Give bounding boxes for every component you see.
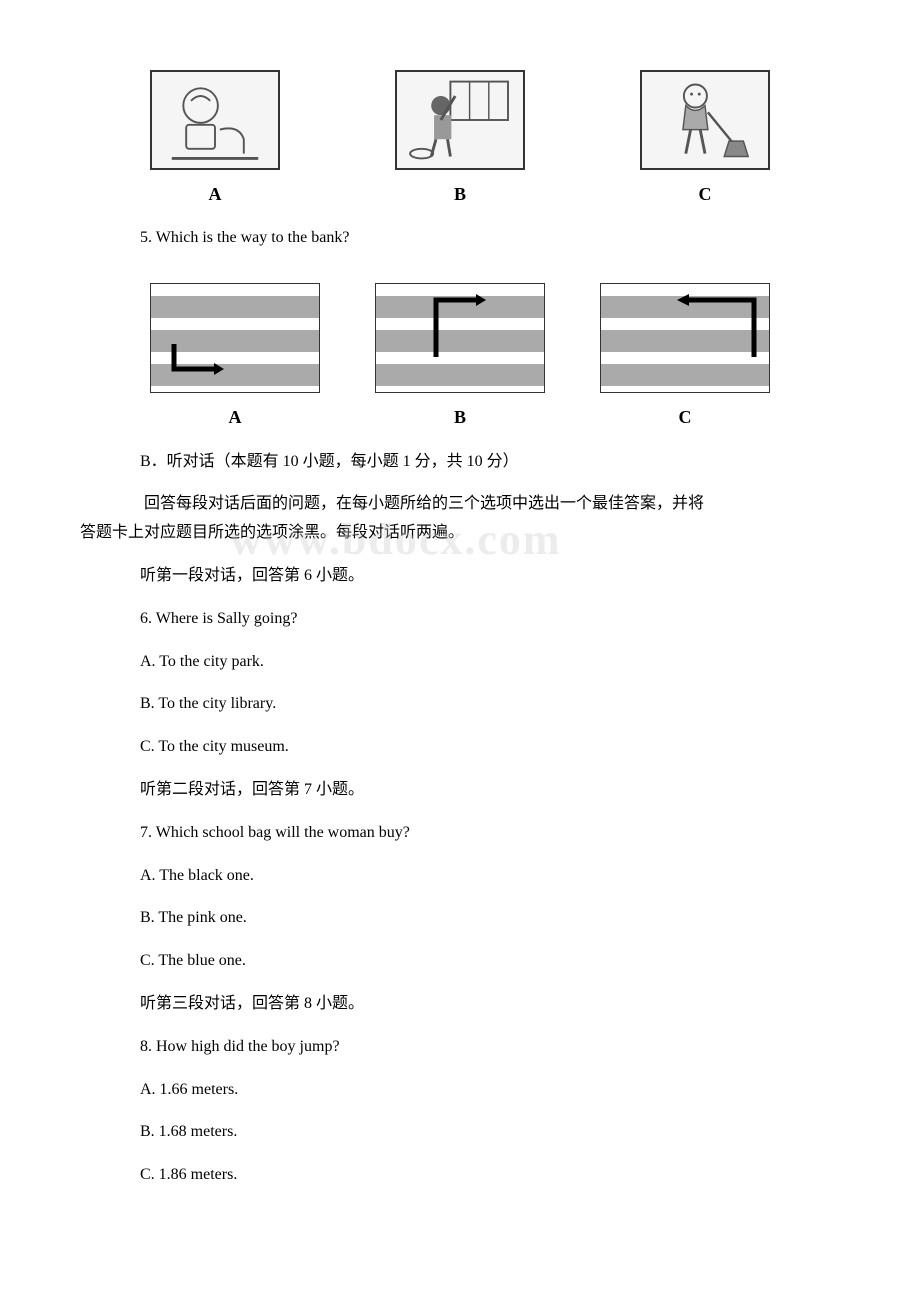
section-b-heading: B．听对话（本题有 10 小题，每小题 1 分，共 10 分） <box>140 448 840 477</box>
mopping-floor-icon <box>642 72 768 168</box>
map-a <box>150 283 320 393</box>
dialog2-intro: 听第二段对话，回答第 7 小题。 <box>140 776 840 805</box>
instruction-line-1: 回答每段对话后面的问题，在每小题所给的三个选项中选出一个最佳答案，并将 <box>80 490 704 519</box>
q7-opt-b: B. The pink one. <box>140 904 840 933</box>
q6-text: 6. Where is Sally going? <box>140 605 840 634</box>
instruction-line-2: 答题卡上对应题目所选的选项涂黑。每段对话听两遍。 <box>80 524 464 541</box>
q5-label-a: A <box>229 401 242 433</box>
arrow-up-left-icon <box>669 292 759 362</box>
q4-image-row: A B <box>150 70 770 210</box>
dialog3-intro: 听第三段对话，回答第 8 小题。 <box>140 990 840 1019</box>
section-b-instruction: 回答每段对话后面的问题，在每小题所给的三个选项中选出一个最佳答案，并将 答题卡上… <box>80 490 840 548</box>
q5-option-b: B <box>375 283 545 433</box>
q5-option-a: A <box>150 283 320 433</box>
q4-option-c: C <box>640 70 770 210</box>
q5-text: 5. Which is the way to the bank? <box>140 224 840 253</box>
cartoon-image-c <box>640 70 770 170</box>
q5-image-row: A B C <box>150 283 770 433</box>
q6-opt-b: B. To the city library. <box>140 690 840 719</box>
q7-opt-a: A. The black one. <box>140 862 840 891</box>
q8-opt-c: C. 1.86 meters. <box>140 1161 840 1190</box>
q8-opt-a: A. 1.66 meters. <box>140 1076 840 1105</box>
option-label-a: A <box>209 178 222 210</box>
arrow-up-right-icon <box>431 292 491 362</box>
q5-label-c: C <box>679 401 692 433</box>
q8-opt-b: B. 1.68 meters. <box>140 1118 840 1147</box>
q5-option-c: C <box>600 283 770 433</box>
map-b <box>375 283 545 393</box>
q7-text: 7. Which school bag will the woman buy? <box>140 819 840 848</box>
cleaning-window-icon <box>397 72 523 168</box>
q4-option-b: B <box>395 70 525 210</box>
q7-opt-c: C. The blue one. <box>140 947 840 976</box>
arrow-down-right-icon <box>169 339 229 384</box>
cartoon-image-b <box>395 70 525 170</box>
option-label-c: C <box>699 178 712 210</box>
q4-option-a: A <box>150 70 280 210</box>
cartoon-image-a <box>150 70 280 170</box>
q8-text: 8. How high did the boy jump? <box>140 1033 840 1062</box>
q5-label-b: B <box>454 401 466 433</box>
q6-opt-c: C. To the city museum. <box>140 733 840 762</box>
dialog1-intro: 听第一段对话，回答第 6 小题。 <box>140 562 840 591</box>
option-label-b: B <box>454 178 466 210</box>
q6-opt-a: A. To the city park. <box>140 648 840 677</box>
map-c <box>600 283 770 393</box>
washing-hands-icon <box>152 72 278 168</box>
